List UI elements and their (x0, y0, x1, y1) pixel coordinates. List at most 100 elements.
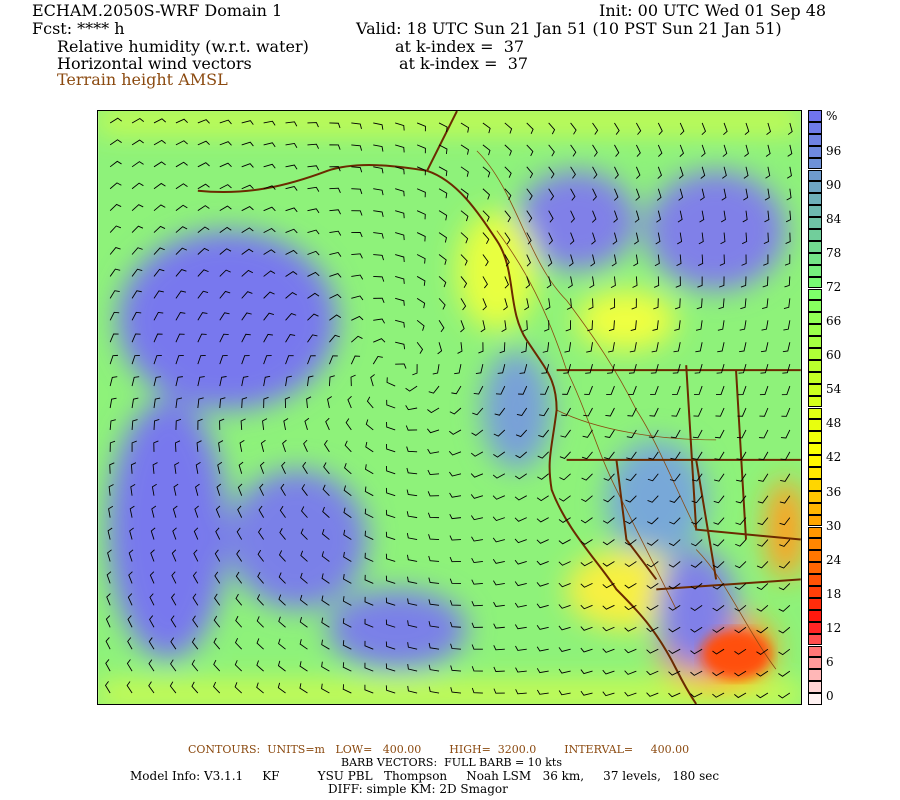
colorbar-label: 54 (826, 382, 842, 397)
wind-barb (218, 440, 224, 452)
wind-barb (470, 451, 484, 457)
wind-barb (329, 314, 342, 321)
wind-barb (263, 206, 276, 212)
wind-barb (432, 364, 440, 375)
wind-barb (504, 210, 511, 223)
wind-barb (219, 119, 232, 125)
wind-barb (783, 298, 791, 309)
wind-barb (351, 274, 364, 280)
wind-barb (195, 461, 201, 474)
wind-barb (256, 638, 264, 650)
wind-barb (256, 616, 264, 628)
wind-barb (197, 205, 210, 212)
wind-barb (171, 571, 177, 584)
wind-barb (109, 247, 121, 255)
wind-barb (691, 517, 703, 525)
wind-barb (149, 615, 155, 628)
wind-barb (740, 298, 747, 310)
wind-barb (714, 451, 725, 461)
wind-barb (213, 637, 221, 650)
wind-barb (539, 407, 550, 417)
wind-barb (547, 254, 553, 267)
field-humidity-level: at k-index = 37 (395, 37, 525, 56)
wind-barb (720, 210, 726, 223)
wind-barb (437, 342, 443, 355)
wind-barb (131, 311, 142, 321)
wind-barb (504, 276, 509, 289)
field-humidity: Relative humidity (w.r.t. water) (57, 37, 309, 56)
wind-barb (263, 312, 275, 321)
wind-barb (321, 639, 330, 650)
wind-barb (712, 670, 725, 677)
wind-barb (109, 290, 120, 299)
wind-barb (260, 439, 266, 452)
wind-barb (405, 425, 418, 431)
wind-barb (365, 441, 374, 453)
wind-barb (342, 596, 352, 606)
wind-barb (386, 399, 396, 409)
wind-barb (526, 144, 534, 157)
wind-barb (538, 429, 550, 438)
wind-barb (428, 664, 440, 672)
wind-barb (756, 561, 769, 569)
wind-barb (679, 122, 685, 136)
wind-barb (668, 670, 681, 676)
colorbar-bin (808, 324, 822, 337)
wind-barb (235, 571, 243, 584)
wind-barb (692, 451, 703, 460)
wind-barb (365, 464, 374, 475)
wind-barb (673, 342, 681, 353)
wind-barb (153, 204, 166, 212)
wind-barb (635, 122, 642, 135)
wind-barb (678, 166, 684, 179)
wind-barb (592, 144, 598, 157)
wind-barb (716, 385, 725, 396)
wind-barb (602, 539, 615, 546)
wind-barb (351, 144, 363, 151)
wind-barb (364, 486, 374, 497)
colorbar-bin (808, 562, 822, 575)
wind-barb (480, 320, 486, 333)
wind-barb (670, 429, 681, 439)
wind-barb (175, 376, 183, 387)
wind-barb (450, 643, 461, 650)
wind-barb (372, 355, 383, 365)
wind-barb (219, 333, 229, 343)
wind-barb (385, 509, 396, 519)
wind-barb (766, 122, 771, 135)
wind-barb (610, 276, 616, 289)
wind-barb (175, 140, 188, 146)
colorbar-label: 48 (826, 416, 842, 431)
wind-barb (514, 517, 527, 522)
wind-barb (548, 210, 554, 223)
wind-barb (395, 319, 405, 328)
wind-barb (263, 142, 276, 148)
wind-barb (197, 355, 206, 365)
wind-barb (131, 182, 144, 190)
wind-barb (558, 647, 571, 652)
wind-barb (105, 637, 111, 650)
wind-barb (280, 483, 286, 496)
colorbar-bin (808, 252, 822, 265)
wind-barb (237, 505, 243, 518)
wind-barb (172, 527, 177, 540)
wind-barb (109, 203, 122, 211)
colorbar-bin (808, 645, 822, 658)
wind-barb (395, 122, 405, 131)
wind-barb (614, 122, 620, 135)
wind-barb (395, 297, 405, 306)
wind-barb (782, 364, 791, 374)
wind-barb (257, 572, 264, 584)
wind-barb (285, 313, 297, 321)
wind-barb (300, 506, 308, 518)
wind-barb (385, 531, 396, 540)
wind-barb (514, 538, 527, 544)
wind-barb (741, 232, 748, 245)
wind-barb (385, 597, 396, 606)
wind-barb (624, 670, 637, 675)
wind-barb (757, 495, 769, 504)
wind-barb (782, 342, 791, 353)
wind-barb (526, 122, 534, 135)
wind-barb (278, 594, 286, 606)
wind-barb (587, 320, 593, 332)
